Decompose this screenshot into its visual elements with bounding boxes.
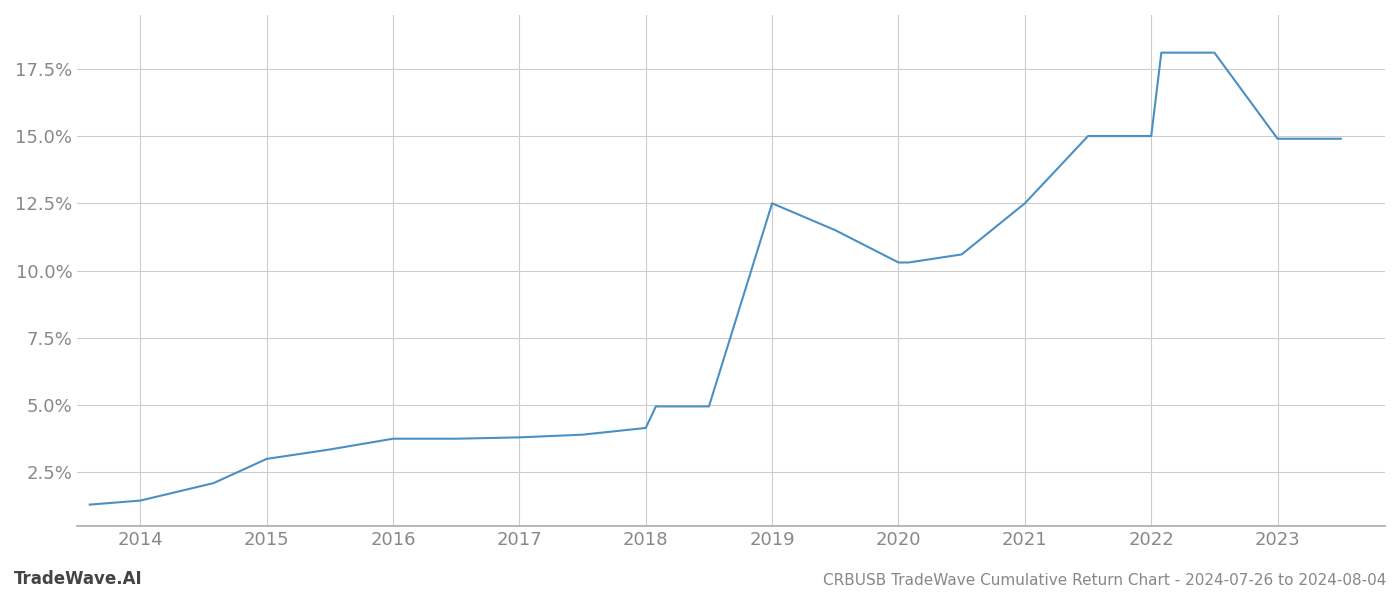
Text: TradeWave.AI: TradeWave.AI [14, 570, 143, 588]
Text: CRBUSB TradeWave Cumulative Return Chart - 2024-07-26 to 2024-08-04: CRBUSB TradeWave Cumulative Return Chart… [823, 573, 1386, 588]
